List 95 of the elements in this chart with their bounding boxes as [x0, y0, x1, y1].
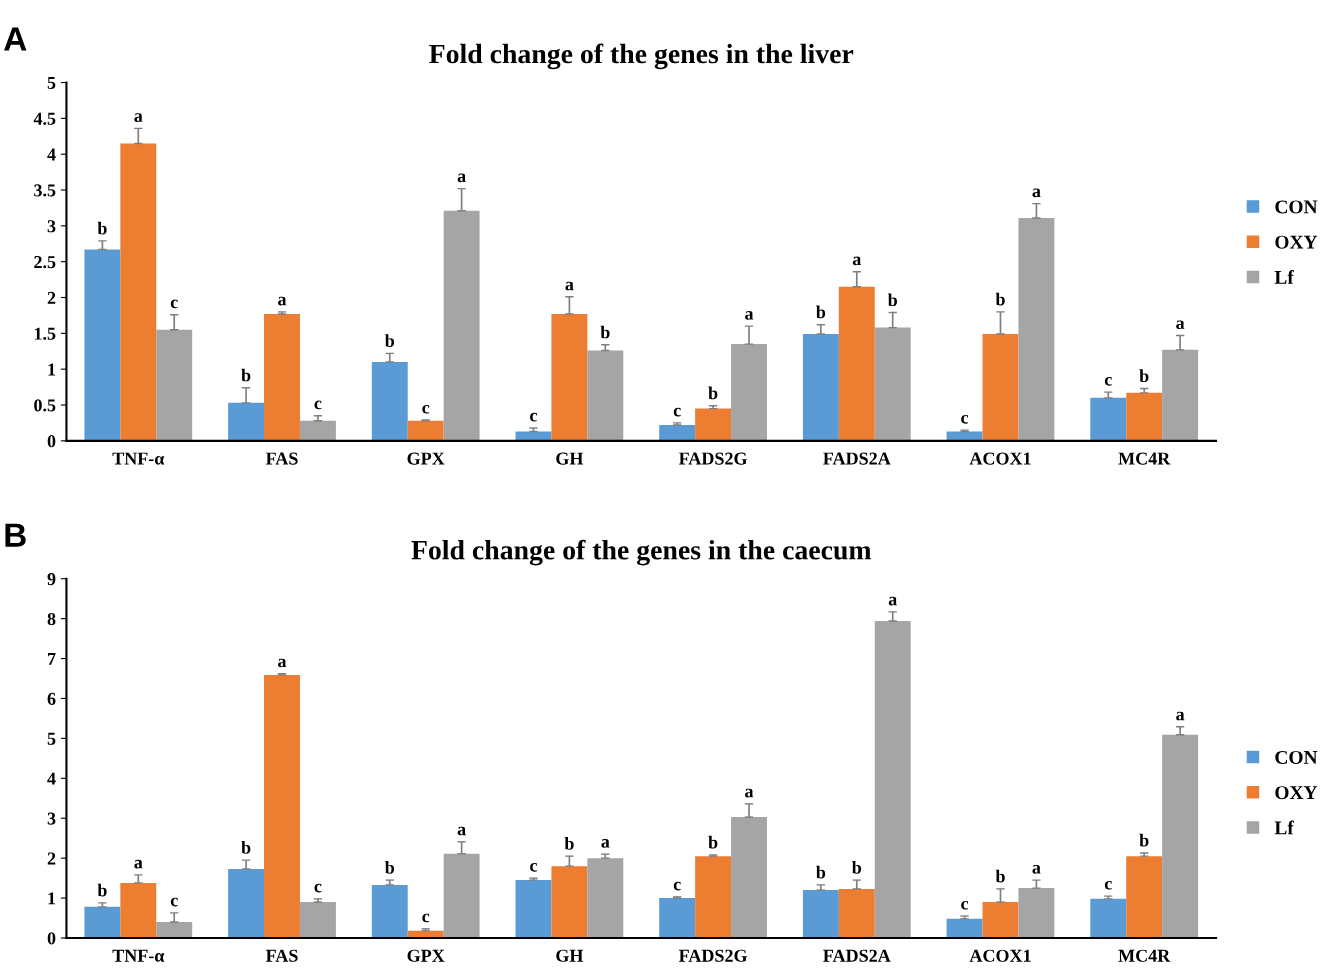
data-label: b — [816, 865, 826, 879]
x-tick-label: FADS2A — [823, 949, 891, 962]
data-label: b — [708, 835, 718, 849]
data-label: a — [888, 596, 897, 606]
data-label: c — [961, 414, 969, 424]
data-label: a — [278, 296, 287, 306]
data-label: b — [384, 334, 395, 347]
x-tick-label: TNF-α — [112, 452, 165, 465]
legend-label: CON — [1275, 750, 1318, 764]
data-label: c — [1104, 880, 1112, 890]
y-tick-label: 8 — [47, 612, 56, 626]
text: A — [4, 27, 27, 51]
data-label: b — [887, 293, 897, 307]
data-label: b — [852, 860, 862, 874]
data-label: c — [170, 299, 178, 309]
data-label: c — [170, 897, 178, 907]
y-tick-label: 2 — [47, 291, 56, 304]
data-label: c — [673, 881, 681, 891]
y-tick-label: 0.5 — [34, 399, 56, 412]
y-tick-label: 0 — [47, 435, 56, 448]
data-label: a — [134, 859, 143, 869]
data-label: b — [564, 837, 574, 850]
x-tick-label: FADS2G — [678, 949, 748, 962]
data-label: b — [995, 869, 1005, 883]
data-label: a — [457, 173, 466, 183]
data-label: a — [457, 826, 466, 836]
data-label: b — [241, 840, 251, 854]
y-tick-label: 4.5 — [33, 112, 56, 125]
data-label: b — [97, 883, 107, 897]
y-tick-label: 2 — [47, 852, 56, 865]
data-label: a — [852, 256, 862, 266]
data-label: c — [961, 900, 969, 910]
chart-title: Fold change of the genes in the caecum — [411, 539, 872, 566]
y-tick-label: 3 — [47, 812, 56, 825]
data-label: a — [134, 113, 143, 122]
y-tick-label: 9 — [47, 573, 56, 586]
y-tick-label: 4 — [47, 148, 56, 161]
legend-label: OXY — [1275, 786, 1318, 800]
data-label: b — [97, 221, 107, 235]
data-label: c — [673, 407, 681, 417]
x-tick-label: FADS2G — [678, 452, 748, 465]
data-label: c — [422, 404, 430, 414]
data-label: a — [565, 281, 574, 291]
data-label: a — [1032, 188, 1041, 198]
y-tick-label: 3 — [47, 220, 56, 233]
y-tick-label: 6 — [47, 692, 56, 705]
data-label: b — [1139, 833, 1149, 847]
x-tick-label: FADS2A — [823, 452, 891, 465]
x-tick-label: GPX — [407, 452, 445, 465]
x-tick-label: FAS — [265, 452, 298, 465]
data-label: b — [995, 292, 1005, 306]
x-tick-label: GPX — [407, 949, 445, 962]
data-label: a — [1176, 711, 1185, 721]
y-tick-label: 7 — [48, 652, 56, 665]
y-tick-label: 0 — [47, 932, 56, 945]
x-tick-label: ACOX1 — [969, 949, 1031, 962]
data-label: c — [314, 400, 322, 410]
x-tick-label: FAS — [265, 949, 298, 962]
y-tick-label: 3.5 — [34, 184, 56, 197]
y-tick-label: 1 — [48, 363, 56, 376]
y-tick-label: 5 — [47, 76, 56, 89]
data-label: a — [745, 788, 754, 798]
data-label: b — [600, 325, 610, 339]
x-tick-label: MC4R — [1118, 452, 1171, 465]
data-label: a — [278, 658, 287, 668]
chart-title: Fold change of the genes in the liver — [429, 43, 854, 70]
x-tick-label: TNF-α — [112, 949, 165, 962]
data-label: c — [530, 412, 538, 422]
data-label: a — [745, 311, 754, 320]
x-tick-label: GH — [556, 949, 584, 962]
data-label: b — [816, 305, 826, 319]
legend-label: CON — [1275, 200, 1318, 214]
x-tick-label: GH — [556, 452, 584, 465]
x-tick-label: MC4R — [1118, 949, 1171, 962]
data-label: b — [384, 860, 395, 874]
data-label: c — [1104, 376, 1112, 386]
data-label: a — [601, 839, 610, 848]
legend-label: Lf — [1274, 270, 1294, 284]
y-tick-label: 4 — [47, 772, 56, 785]
legend-label: OXY — [1275, 235, 1318, 249]
data-label: b — [1139, 369, 1149, 383]
text: B — [5, 523, 26, 547]
x-tick-label: ACOX1 — [969, 452, 1031, 465]
data-label: b — [708, 386, 718, 400]
y-tick-label: 5 — [47, 732, 56, 745]
y-tick-label: 1.5 — [34, 327, 56, 340]
data-label: a — [1176, 320, 1185, 330]
legend-label: Lf — [1274, 820, 1294, 835]
y-tick-label: 2.5 — [34, 255, 56, 269]
data-label: c — [314, 883, 322, 893]
data-label: b — [241, 368, 251, 382]
data-label: c — [422, 913, 430, 923]
data-label: a — [1032, 865, 1041, 874]
y-tick-label: 1 — [48, 892, 56, 905]
data-label: c — [530, 862, 538, 872]
